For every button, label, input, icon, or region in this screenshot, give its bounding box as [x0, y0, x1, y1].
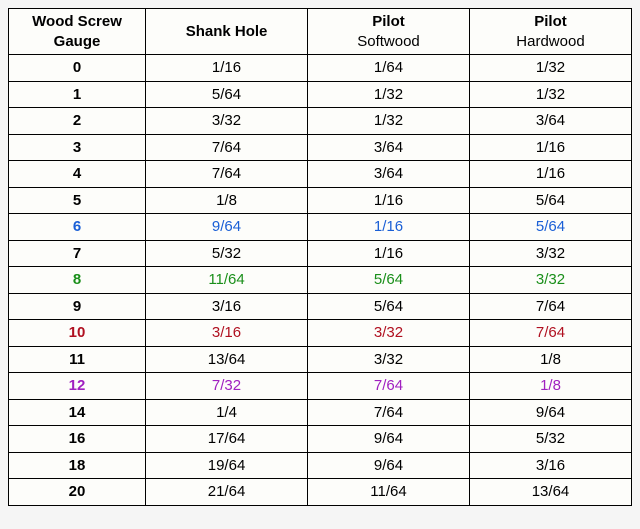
cell-shank: 3/16 [146, 320, 308, 347]
table-row: 103/163/327/64 [9, 320, 632, 347]
cell-hard: 3/32 [469, 267, 631, 294]
table-row: 47/643/641/16 [9, 161, 632, 188]
table-row: 01/161/641/32 [9, 55, 632, 82]
table-row: 69/641/165/64 [9, 214, 632, 241]
cell-hard: 3/32 [469, 240, 631, 267]
cell-soft: 1/64 [308, 55, 470, 82]
cell-gauge: 18 [9, 452, 146, 479]
screw-pilot-table: Wood Screw Gauge Shank Hole Pilot Softwo… [8, 8, 632, 506]
cell-shank: 21/64 [146, 479, 308, 506]
cell-hard: 7/64 [469, 320, 631, 347]
cell-hard: 3/64 [469, 108, 631, 135]
cell-shank: 1/8 [146, 187, 308, 214]
cell-soft: 1/16 [308, 187, 470, 214]
table-row: 51/81/165/64 [9, 187, 632, 214]
cell-gauge: 7 [9, 240, 146, 267]
cell-hard: 13/64 [469, 479, 631, 506]
cell-shank: 9/64 [146, 214, 308, 241]
table-row: 23/321/323/64 [9, 108, 632, 135]
header-pilot-hard: Pilot Hardwood [469, 9, 631, 55]
table-row: 127/327/641/8 [9, 373, 632, 400]
cell-soft: 3/32 [308, 320, 470, 347]
table-row: 75/321/163/32 [9, 240, 632, 267]
cell-hard: 9/64 [469, 399, 631, 426]
cell-soft: 1/16 [308, 240, 470, 267]
cell-gauge: 12 [9, 373, 146, 400]
cell-soft: 1/32 [308, 108, 470, 135]
cell-shank: 3/32 [146, 108, 308, 135]
table-row: 2021/6411/6413/64 [9, 479, 632, 506]
cell-gauge: 16 [9, 426, 146, 453]
table-header-row: Wood Screw Gauge Shank Hole Pilot Softwo… [9, 9, 632, 55]
cell-shank: 19/64 [146, 452, 308, 479]
table-row: 93/165/647/64 [9, 293, 632, 320]
table-row: 1617/649/645/32 [9, 426, 632, 453]
cell-hard: 1/8 [469, 373, 631, 400]
cell-gauge: 6 [9, 214, 146, 241]
cell-gauge: 0 [9, 55, 146, 82]
cell-gauge: 3 [9, 134, 146, 161]
cell-shank: 5/32 [146, 240, 308, 267]
table-row: 1819/649/643/16 [9, 452, 632, 479]
cell-gauge: 5 [9, 187, 146, 214]
cell-shank: 7/64 [146, 134, 308, 161]
header-pilot-soft: Pilot Softwood [308, 9, 470, 55]
cell-soft: 7/64 [308, 373, 470, 400]
header-pilot-hard-sub: Hardwood [476, 32, 625, 52]
table-body: 01/161/641/3215/641/321/3223/321/323/643… [9, 55, 632, 506]
cell-soft: 1/16 [308, 214, 470, 241]
cell-gauge: 20 [9, 479, 146, 506]
cell-hard: 7/64 [469, 293, 631, 320]
cell-hard: 1/8 [469, 346, 631, 373]
cell-shank: 7/32 [146, 373, 308, 400]
cell-soft: 3/64 [308, 134, 470, 161]
cell-gauge: 10 [9, 320, 146, 347]
header-pilot-soft-top: Pilot [372, 13, 405, 30]
cell-hard: 5/64 [469, 214, 631, 241]
cell-soft: 7/64 [308, 399, 470, 426]
cell-hard: 1/16 [469, 161, 631, 188]
cell-soft: 1/32 [308, 81, 470, 108]
header-shank: Shank Hole [146, 9, 308, 55]
cell-shank: 7/64 [146, 161, 308, 188]
cell-gauge: 9 [9, 293, 146, 320]
cell-soft: 3/32 [308, 346, 470, 373]
table-row: 1113/643/321/8 [9, 346, 632, 373]
cell-shank: 1/16 [146, 55, 308, 82]
header-pilot-soft-sub: Softwood [314, 32, 463, 52]
cell-hard: 5/32 [469, 426, 631, 453]
table-row: 15/641/321/32 [9, 81, 632, 108]
cell-soft: 5/64 [308, 293, 470, 320]
cell-hard: 1/16 [469, 134, 631, 161]
table-row: 811/645/643/32 [9, 267, 632, 294]
cell-shank: 5/64 [146, 81, 308, 108]
cell-hard: 5/64 [469, 187, 631, 214]
cell-soft: 9/64 [308, 426, 470, 453]
cell-shank: 3/16 [146, 293, 308, 320]
cell-soft: 11/64 [308, 479, 470, 506]
cell-shank: 17/64 [146, 426, 308, 453]
cell-soft: 9/64 [308, 452, 470, 479]
header-gauge: Wood Screw Gauge [9, 9, 146, 55]
cell-soft: 3/64 [308, 161, 470, 188]
cell-gauge: 2 [9, 108, 146, 135]
header-pilot-hard-top: Pilot [534, 13, 567, 30]
cell-soft: 5/64 [308, 267, 470, 294]
cell-hard: 1/32 [469, 81, 631, 108]
cell-gauge: 14 [9, 399, 146, 426]
cell-hard: 1/32 [469, 55, 631, 82]
cell-hard: 3/16 [469, 452, 631, 479]
cell-shank: 13/64 [146, 346, 308, 373]
cell-shank: 11/64 [146, 267, 308, 294]
table-row: 37/643/641/16 [9, 134, 632, 161]
cell-gauge: 1 [9, 81, 146, 108]
cell-gauge: 8 [9, 267, 146, 294]
cell-shank: 1/4 [146, 399, 308, 426]
cell-gauge: 4 [9, 161, 146, 188]
cell-gauge: 11 [9, 346, 146, 373]
table-row: 141/47/649/64 [9, 399, 632, 426]
